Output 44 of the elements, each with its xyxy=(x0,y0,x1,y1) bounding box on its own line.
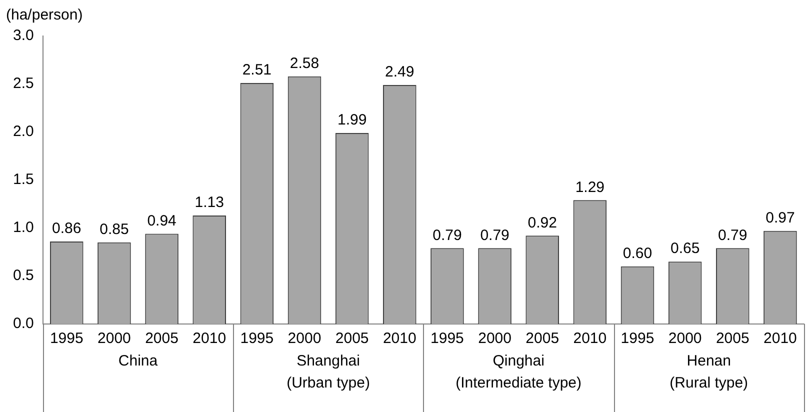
data-label: 2.49 xyxy=(385,64,414,81)
x-tick-label: 1995 xyxy=(430,330,464,348)
x-tick-label: 2010 xyxy=(382,330,416,348)
data-label: 0.79 xyxy=(718,226,748,244)
data-label: 1.99 xyxy=(337,112,367,129)
text: China xyxy=(118,352,158,370)
y-tick-label: 1.0 xyxy=(12,219,34,236)
x-tick-label: 1995 xyxy=(620,330,654,348)
x-tick-label: 2010 xyxy=(573,330,607,348)
x-tick-label: 2000 xyxy=(288,330,322,348)
data-label: 0.94 xyxy=(147,212,176,230)
x-tick-label: 2005 xyxy=(526,330,560,348)
y-tick-label: 0.5 xyxy=(12,267,34,284)
x-tick-label: 2000 xyxy=(668,330,702,348)
data-label: 1.29 xyxy=(575,178,605,196)
y-tick-label: 2.5 xyxy=(12,75,34,92)
y-tick-label: 2.0 xyxy=(12,123,34,140)
data-label: 0.79 xyxy=(480,226,510,244)
x-tick-label: 2005 xyxy=(145,330,178,348)
data-label: 2.58 xyxy=(290,54,320,72)
y-tick-label: 1.5 xyxy=(12,171,34,188)
x-tick-label: 2010 xyxy=(764,330,797,348)
y-tick-label: 0.0 xyxy=(12,315,34,332)
data-label: 0.92 xyxy=(528,214,557,232)
data-label: 0.85 xyxy=(100,221,129,238)
x-tick-label: 1995 xyxy=(50,330,84,348)
text: Shanghai (Urban type) xyxy=(286,352,370,392)
data-label: 2.51 xyxy=(242,62,272,79)
data-label: 0.79 xyxy=(432,226,462,244)
x-tick-label: 1995 xyxy=(240,330,274,348)
data-label: 0.60 xyxy=(622,245,652,262)
x-tick-label: 2000 xyxy=(98,330,131,348)
text: Henan (Rural type) xyxy=(670,352,748,392)
data-label: 0.86 xyxy=(52,220,82,238)
x-tick-label: 2005 xyxy=(335,330,369,348)
y-tick-label: 3.0 xyxy=(12,27,34,44)
x-tick-label: 2000 xyxy=(478,330,512,348)
data-label: 1.13 xyxy=(194,194,224,212)
x-tick-label: 2010 xyxy=(192,330,226,348)
data-label: 0.65 xyxy=(670,240,700,258)
text: Qinghai (Intermediate type) xyxy=(456,352,582,392)
y-axis-title: (ha/person) xyxy=(6,6,83,24)
x-tick-label: 2005 xyxy=(716,330,750,348)
data-label: 0.97 xyxy=(766,210,795,227)
